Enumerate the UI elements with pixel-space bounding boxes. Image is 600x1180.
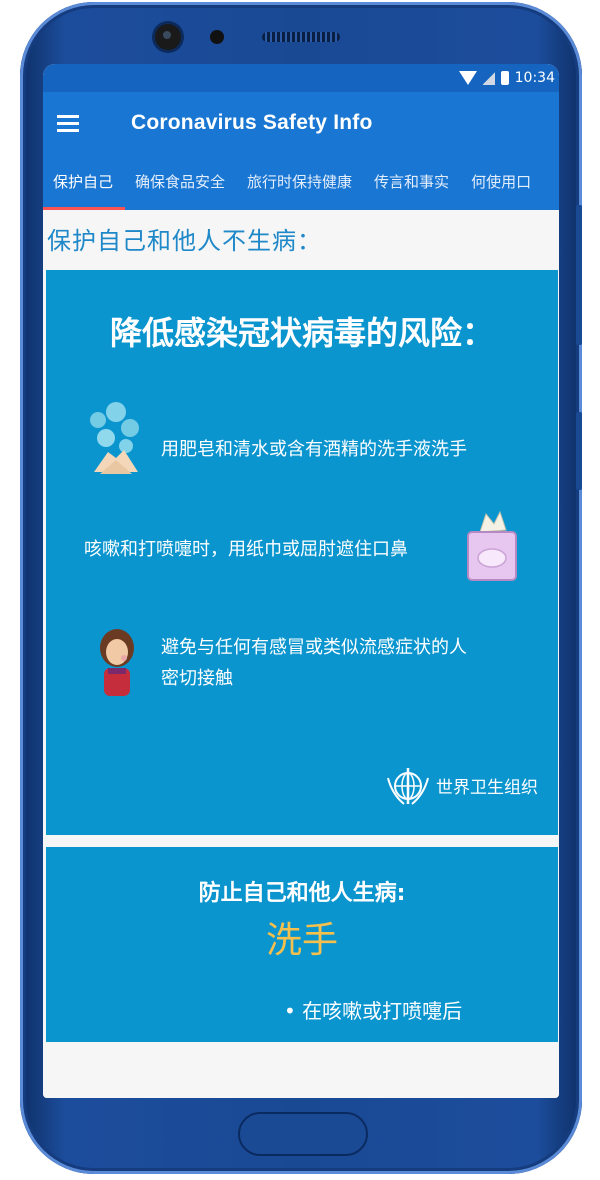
card2-subtitle: 洗手 xyxy=(265,920,338,961)
tab-bar: 保护自己 确保食品安全 旅行时保持健康 传言和事实 何使用口 xyxy=(43,154,559,210)
phone-screen: 10:34 Coronavirus Safety Info 保护自己 确保食品安… xyxy=(43,64,559,1098)
scroll-content[interactable]: 保护自己和他人不生病： 降低感染冠状病毒的风险： 用肥皂和清水或含有酒精的洗手液… xyxy=(43,210,559,1098)
tab-myths-facts[interactable]: 传言和事实 xyxy=(374,173,450,191)
signal-icon xyxy=(482,71,495,85)
handwashing-icon xyxy=(90,402,139,474)
tip-avoid-contact: 避免与任何有感冒或类似流感症状的人 密切接触 xyxy=(161,632,467,694)
who-label: 世界卫生组织 xyxy=(436,778,538,798)
card2-bullet: • 在咳嗽或打喷嚏后 xyxy=(284,999,463,1023)
tip-cover-cough: 咳嗽和打喷嚏时，用纸巾或屈肘遮住口鼻 xyxy=(84,539,408,560)
status-bar: 10:34 xyxy=(43,64,559,92)
app-title: Coronavirus Safety Info xyxy=(131,111,373,134)
battery-icon xyxy=(500,71,509,85)
tissue-box-icon xyxy=(467,510,517,581)
tip-avoid-contact-line2: 密切接触 xyxy=(161,668,233,689)
tab-travel-health[interactable]: 旅行时保持健康 xyxy=(247,173,353,191)
section-heading: 保护自己和他人不生病： xyxy=(47,227,322,255)
sensor xyxy=(210,30,224,44)
active-tab-indicator xyxy=(43,207,125,210)
tip-avoid-contact-line1: 避免与任何有感冒或类似流感症状的人 xyxy=(161,637,467,658)
home-button[interactable] xyxy=(238,1112,368,1156)
status-time: 10:34 xyxy=(514,70,555,86)
tab-protect-yourself[interactable]: 保护自己 xyxy=(53,173,114,191)
earpiece-speaker xyxy=(262,32,340,42)
handwash-card: 防止自己和他人生病: 洗手 • 在咳嗽或打喷嚏后 xyxy=(46,847,558,1042)
app-bar: Coronavirus Safety Info xyxy=(43,92,559,154)
front-camera xyxy=(155,24,181,50)
hamburger-menu-icon[interactable] xyxy=(57,111,79,136)
power-button xyxy=(576,412,582,490)
volume-button xyxy=(576,205,582,345)
card-title: 降低感染冠状病毒的风险： xyxy=(109,314,494,352)
tab-food-safety[interactable]: 确保食品安全 xyxy=(135,173,226,191)
sick-person-icon xyxy=(100,629,134,696)
tab-mask-usage[interactable]: 何使用口 xyxy=(471,173,532,191)
risk-reduction-card: 降低感染冠状病毒的风险： 用肥皂和清水或含有酒精的洗手液洗手 咳嗽和打喷嚏时，用… xyxy=(46,270,558,835)
card2-title: 防止自己和他人生病: xyxy=(198,881,406,906)
who-logo-icon xyxy=(387,768,429,805)
tip-wash-hands: 用肥皂和清水或含有酒精的洗手液洗手 xyxy=(161,439,467,460)
wifi-icon xyxy=(458,71,477,85)
